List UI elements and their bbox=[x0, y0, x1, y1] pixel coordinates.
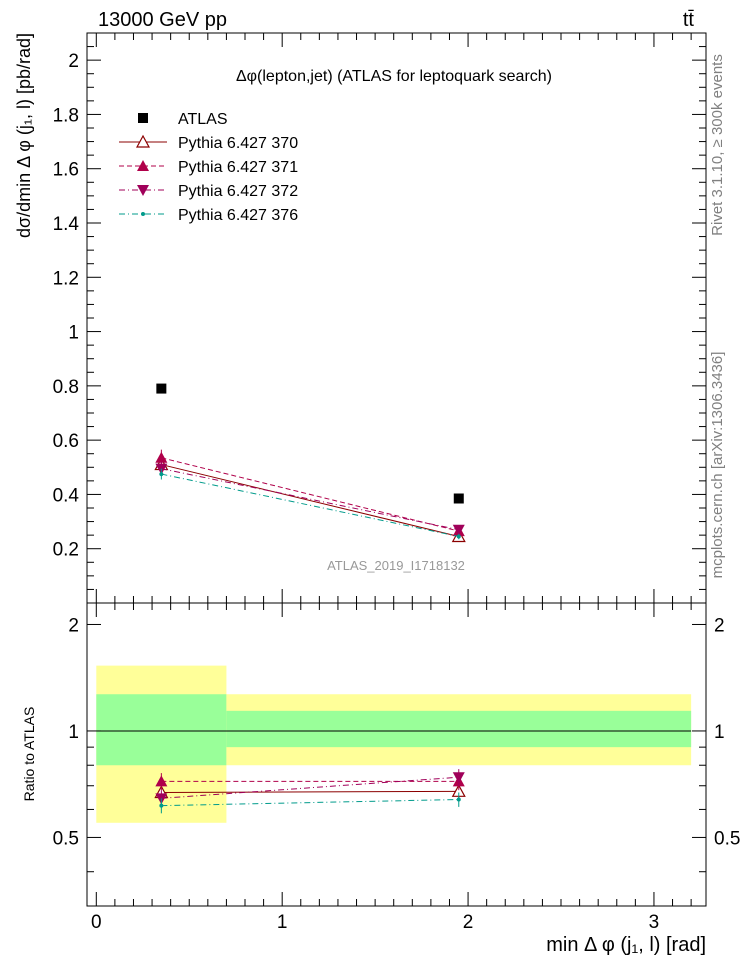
x-tick-label: 2 bbox=[463, 912, 474, 933]
y-tick-label: 1.6 bbox=[53, 160, 79, 181]
ratio-xlabel: min Δ φ (j₁, l) [rad] bbox=[546, 934, 706, 956]
main-ylabel: dσ/dmin Δ φ (j₁, l) [pb/rad] bbox=[14, 33, 34, 238]
ratio-frame bbox=[86, 602, 707, 907]
data-point-pythia-6-427-372 bbox=[452, 524, 465, 536]
y-tick-label: 1.2 bbox=[53, 268, 79, 289]
analysis-watermark: ATLAS_2019_I1718132 bbox=[327, 558, 465, 573]
legend-marker-pythia-6-427-376 bbox=[141, 212, 145, 216]
x-tick-label: 0 bbox=[91, 912, 102, 933]
x-tick-label: 3 bbox=[649, 912, 660, 933]
y-tick-label: 1.4 bbox=[53, 214, 80, 235]
legend-label-pythia-6-427-371: Pythia 6.427 371 bbox=[178, 159, 298, 176]
legend-marker-pythia-6-427-370 bbox=[135, 134, 151, 148]
series-line-pythia-6-427-370 bbox=[161, 464, 459, 537]
ratio-y-tick-label-right: 1 bbox=[714, 722, 725, 743]
legend-label-pythia-6-427-370: Pythia 6.427 370 bbox=[178, 135, 298, 152]
y-tick-label: 0.4 bbox=[53, 485, 80, 506]
x-tick-label: 1 bbox=[277, 912, 288, 933]
data-point-atlas bbox=[453, 493, 464, 504]
ratio-y-tick-label-right: 2 bbox=[714, 615, 725, 636]
ratio-panel: 0.5 0.5 1 1 2 2 0 1 2 3 Ratio to ATLAS min Δ φ (j… bbox=[21, 602, 740, 956]
legend: ATLAS Pythia 6.427 370 Pythia 6.427 371 Pyt… bbox=[119, 111, 298, 224]
main-title: Δφ(lepton,jet) (ATLAS for leptoquark sea… bbox=[236, 68, 552, 85]
ratio-line-pythia-6-427-372 bbox=[161, 776, 459, 799]
y-tick-label: 1 bbox=[68, 323, 79, 344]
y-tick-label: 2 bbox=[68, 51, 79, 72]
ratio-y-tick-label: 0.5 bbox=[53, 828, 79, 849]
ratio-point-pythia-6-427-376 bbox=[456, 797, 461, 802]
ratio-y-tick-label: 2 bbox=[68, 615, 79, 636]
header-right: tt̄ bbox=[683, 9, 695, 31]
y-tick-label: 1.8 bbox=[53, 105, 79, 126]
ratio-y-tick-label-right: 0.5 bbox=[714, 828, 740, 849]
legend-label-atlas: ATLAS bbox=[178, 111, 228, 128]
ratio-point-pythia-6-427-376 bbox=[159, 803, 164, 808]
ratio-point-pythia-6-427-372 bbox=[452, 772, 465, 784]
rivet-label: Rivet 3.1.10, ≥ 300k events bbox=[709, 54, 726, 236]
uncertainty-band-inner bbox=[226, 710, 692, 748]
legend-marker-pythia-6-427-371 bbox=[137, 160, 149, 171]
data-point-pythia-6-427-376 bbox=[159, 472, 164, 477]
ratio-y-tick-label: 1 bbox=[68, 722, 79, 743]
ratio-point-pythia-6-427-371 bbox=[155, 775, 168, 787]
mcplots-label: mcplots.cern.ch [arXiv:1306.3436] bbox=[709, 352, 726, 579]
y-tick-label: 0.8 bbox=[53, 377, 79, 398]
legend-marker-pythia-6-427-372 bbox=[137, 185, 149, 196]
legend-label-pythia-6-427-376: Pythia 6.427 376 bbox=[178, 207, 298, 224]
data-point-pythia-6-427-376 bbox=[456, 534, 461, 539]
ratio-line-pythia-6-427-376 bbox=[161, 799, 459, 807]
data-point-pythia-6-427-371 bbox=[155, 451, 168, 463]
main-plot-area bbox=[87, 33, 706, 603]
y-tick-label: 0.2 bbox=[53, 540, 79, 561]
main-panel: 0.2 0.4 0.6 0.8 1 1.2 1.4 1.6 1.8 2 Δφ(lepton,jet… bbox=[14, 32, 707, 604]
ratio-line-pythia-6-427-370 bbox=[161, 790, 459, 793]
legend-label-pythia-6-427-372: Pythia 6.427 372 bbox=[178, 183, 298, 200]
uncertainty-band-inner bbox=[96, 694, 227, 766]
y-tick-label: 0.6 bbox=[53, 431, 79, 452]
ratio-ylabel: Ratio to ATLAS bbox=[21, 707, 37, 802]
legend-marker-atlas bbox=[138, 113, 148, 123]
series-line-pythia-6-427-371 bbox=[161, 457, 459, 532]
data-point-atlas bbox=[156, 383, 167, 394]
header-left: 13000 GeV pp bbox=[98, 9, 227, 31]
